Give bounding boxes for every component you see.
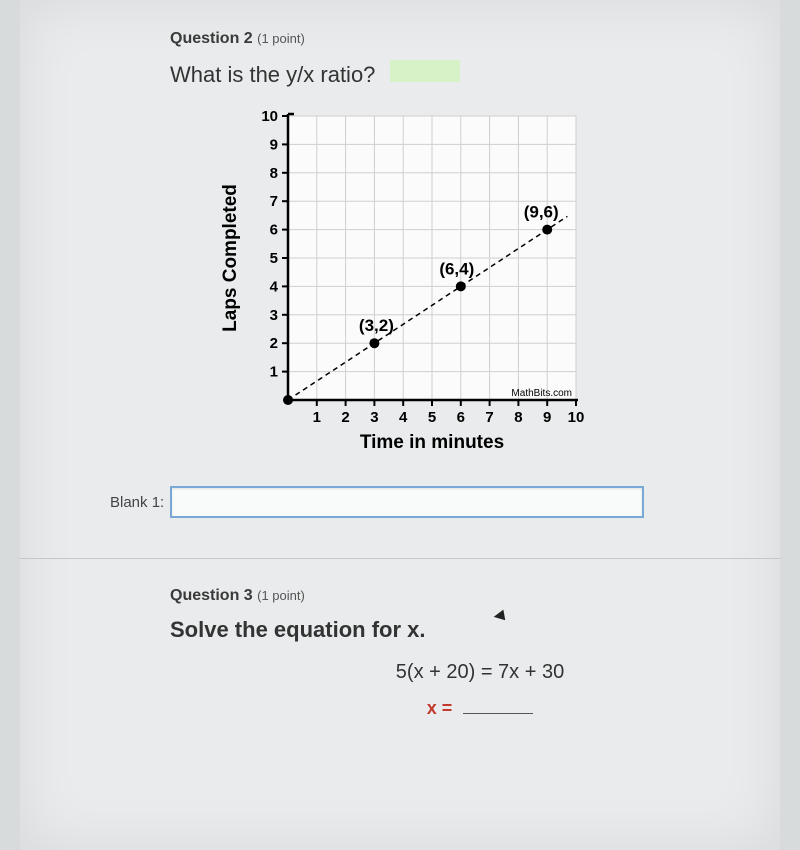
svg-text:3: 3 [370,409,378,426]
svg-text:9: 9 [543,409,551,426]
svg-text:10: 10 [568,409,585,426]
q2-prompt: What is the y/x ratio? [170,62,375,87]
q3-equation: 5(x + 20) = 7x + 30 [230,661,730,684]
svg-text:Laps Completed: Laps Completed [220,184,241,332]
question-divider [20,558,780,559]
svg-text:3: 3 [270,307,278,324]
question-3-header: Question 3 (1 point) [170,587,730,605]
svg-text:MathBits.com: MathBits.com [511,388,572,399]
q3-x-equals: x = [230,698,730,719]
svg-text:1: 1 [313,409,321,426]
q3-answer-blank[interactable] [463,713,533,714]
q2-prompt-row: What is the y/x ratio? [170,60,730,88]
svg-text:(3,2): (3,2) [359,316,394,335]
svg-text:5: 5 [428,409,436,426]
svg-text:6: 6 [270,222,278,239]
svg-text:(6,4): (6,4) [439,259,474,278]
svg-text:7: 7 [485,409,493,426]
cursor-icon: ◄ [488,604,509,628]
q3-title: Question 3 [170,587,253,604]
svg-text:6: 6 [457,409,465,426]
q2-title: Question 2 [170,30,253,47]
blank-1-label: Blank 1: [110,494,164,511]
svg-text:2: 2 [270,335,278,352]
svg-text:7: 7 [270,193,278,210]
q2-answer-blank[interactable] [390,60,460,82]
blank-1-row: Blank 1: [110,486,730,518]
q2-points: (1 point) [257,31,305,46]
q3-points: (1 point) [257,588,305,603]
svg-text:8: 8 [270,165,278,182]
svg-text:(9,6): (9,6) [524,203,559,222]
svg-text:2: 2 [341,409,349,426]
question-2-header: Question 2 (1 point) [170,30,730,48]
svg-text:1: 1 [270,364,278,381]
svg-text:9: 9 [270,136,278,153]
svg-text:Time in minutes: Time in minutes [360,432,504,453]
svg-text:4: 4 [399,409,408,426]
svg-text:4: 4 [270,278,279,295]
blank-1-input[interactable] [170,486,644,518]
q3-prompt: Solve the equation for x. [170,617,730,643]
svg-text:8: 8 [514,409,522,426]
laps-chart: 1 2 3 4 5 6 7 8 9 10 1 2 3 4 5 6 7 8 9 10 (3,2) (6,4) (9,6) Tim… [210,106,590,456]
x-label: x = [427,698,453,718]
svg-text:10: 10 [261,108,278,125]
chart-container: 1 2 3 4 5 6 7 8 9 10 1 2 3 4 5 6 7 8 9 10 (3,2) (6,4) (9,6) Tim… [210,106,730,456]
svg-text:5: 5 [270,250,278,267]
